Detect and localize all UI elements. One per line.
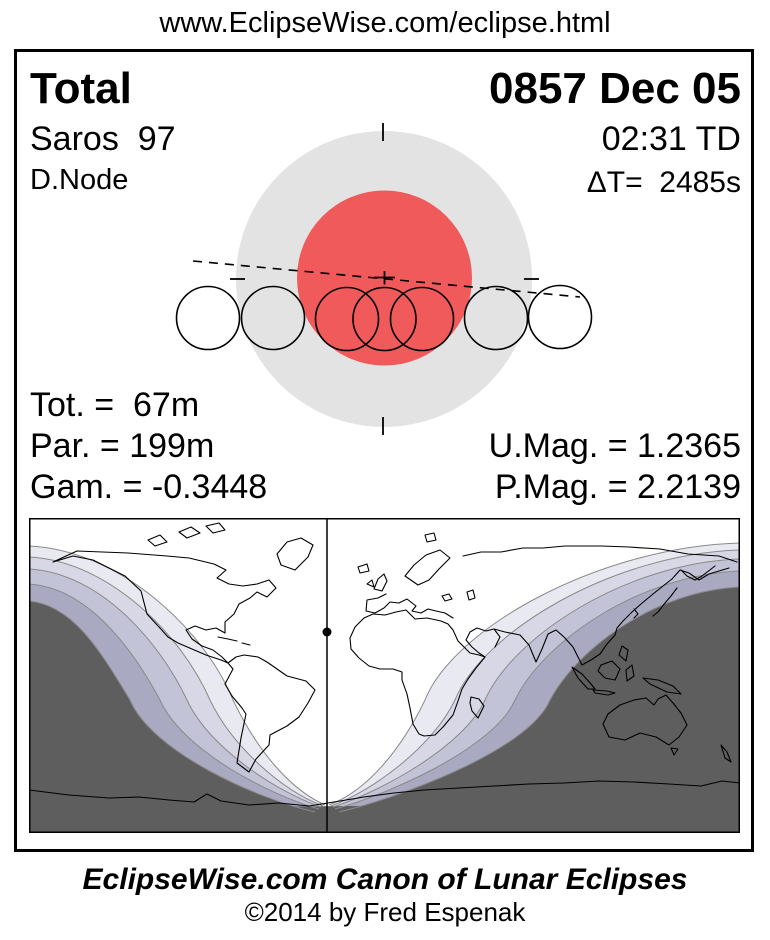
partial-duration: Par. = 199m (30, 427, 215, 465)
page-title: www.EclipseWise.com/eclipse.html (159, 7, 611, 39)
sub-lunar-point (322, 627, 332, 637)
moon-disk (352, 286, 417, 352)
coastline-north-america (52, 550, 277, 664)
totality-duration: Tot. = 67m (30, 386, 200, 424)
eclipse-card: Total Saros 97 D.Node 0857 Dec 05 02:31 … (14, 49, 754, 852)
penumbral-magnitude: P.Mag. = 2.2139 (494, 468, 741, 506)
band-contours-east (328, 542, 740, 813)
visibility-map (29, 518, 740, 833)
eclipse-type: Total (30, 64, 132, 113)
umbral-magnitude: U.Mag. = 1.2365 (488, 427, 741, 465)
coastline-greenland (276, 537, 314, 571)
map-night-south (29, 805, 740, 833)
moon-path-dashed-line (192, 260, 581, 298)
coastline-antarctica (29, 780, 740, 807)
map-night-west (29, 601, 315, 833)
saros-number: Saros 97 (30, 120, 176, 158)
eclipse-geometry-diagram (175, 123, 593, 435)
map-border (29, 518, 740, 833)
eclipse-date: 0857 Dec 05 (489, 64, 741, 113)
node-label: D.Node (30, 164, 129, 196)
coastline-australia (602, 694, 732, 763)
moon-disk (527, 284, 593, 350)
axis-tick-marks (230, 123, 539, 435)
moon-disk (240, 285, 306, 351)
map-night-east (339, 587, 740, 833)
coastline-southeast-asia (571, 645, 682, 696)
moon-disk (463, 285, 529, 351)
coastline-arctic-islands (147, 522, 437, 547)
coastline-caribbean (217, 636, 251, 646)
coastlines (29, 522, 740, 807)
coastline-asia (441, 545, 738, 666)
canon-title: EclipseWise.com Canon of Lunar Eclipses (82, 863, 688, 896)
gamma-value: Gam. = -0.3448 (30, 468, 268, 506)
moon-disk (314, 286, 380, 352)
moon-disk (175, 285, 241, 351)
coastline-europe (357, 549, 454, 619)
coastline-africa (349, 609, 486, 737)
moon-disk (389, 286, 455, 352)
moon-disks (175, 284, 593, 352)
delta-t-value: ΔT= 2485s (586, 166, 741, 199)
eclipse-time: 02:31 TD (601, 120, 741, 158)
coastline-south-america (224, 654, 316, 773)
copyright-line: ©2014 by Fred Espenak (244, 897, 526, 927)
